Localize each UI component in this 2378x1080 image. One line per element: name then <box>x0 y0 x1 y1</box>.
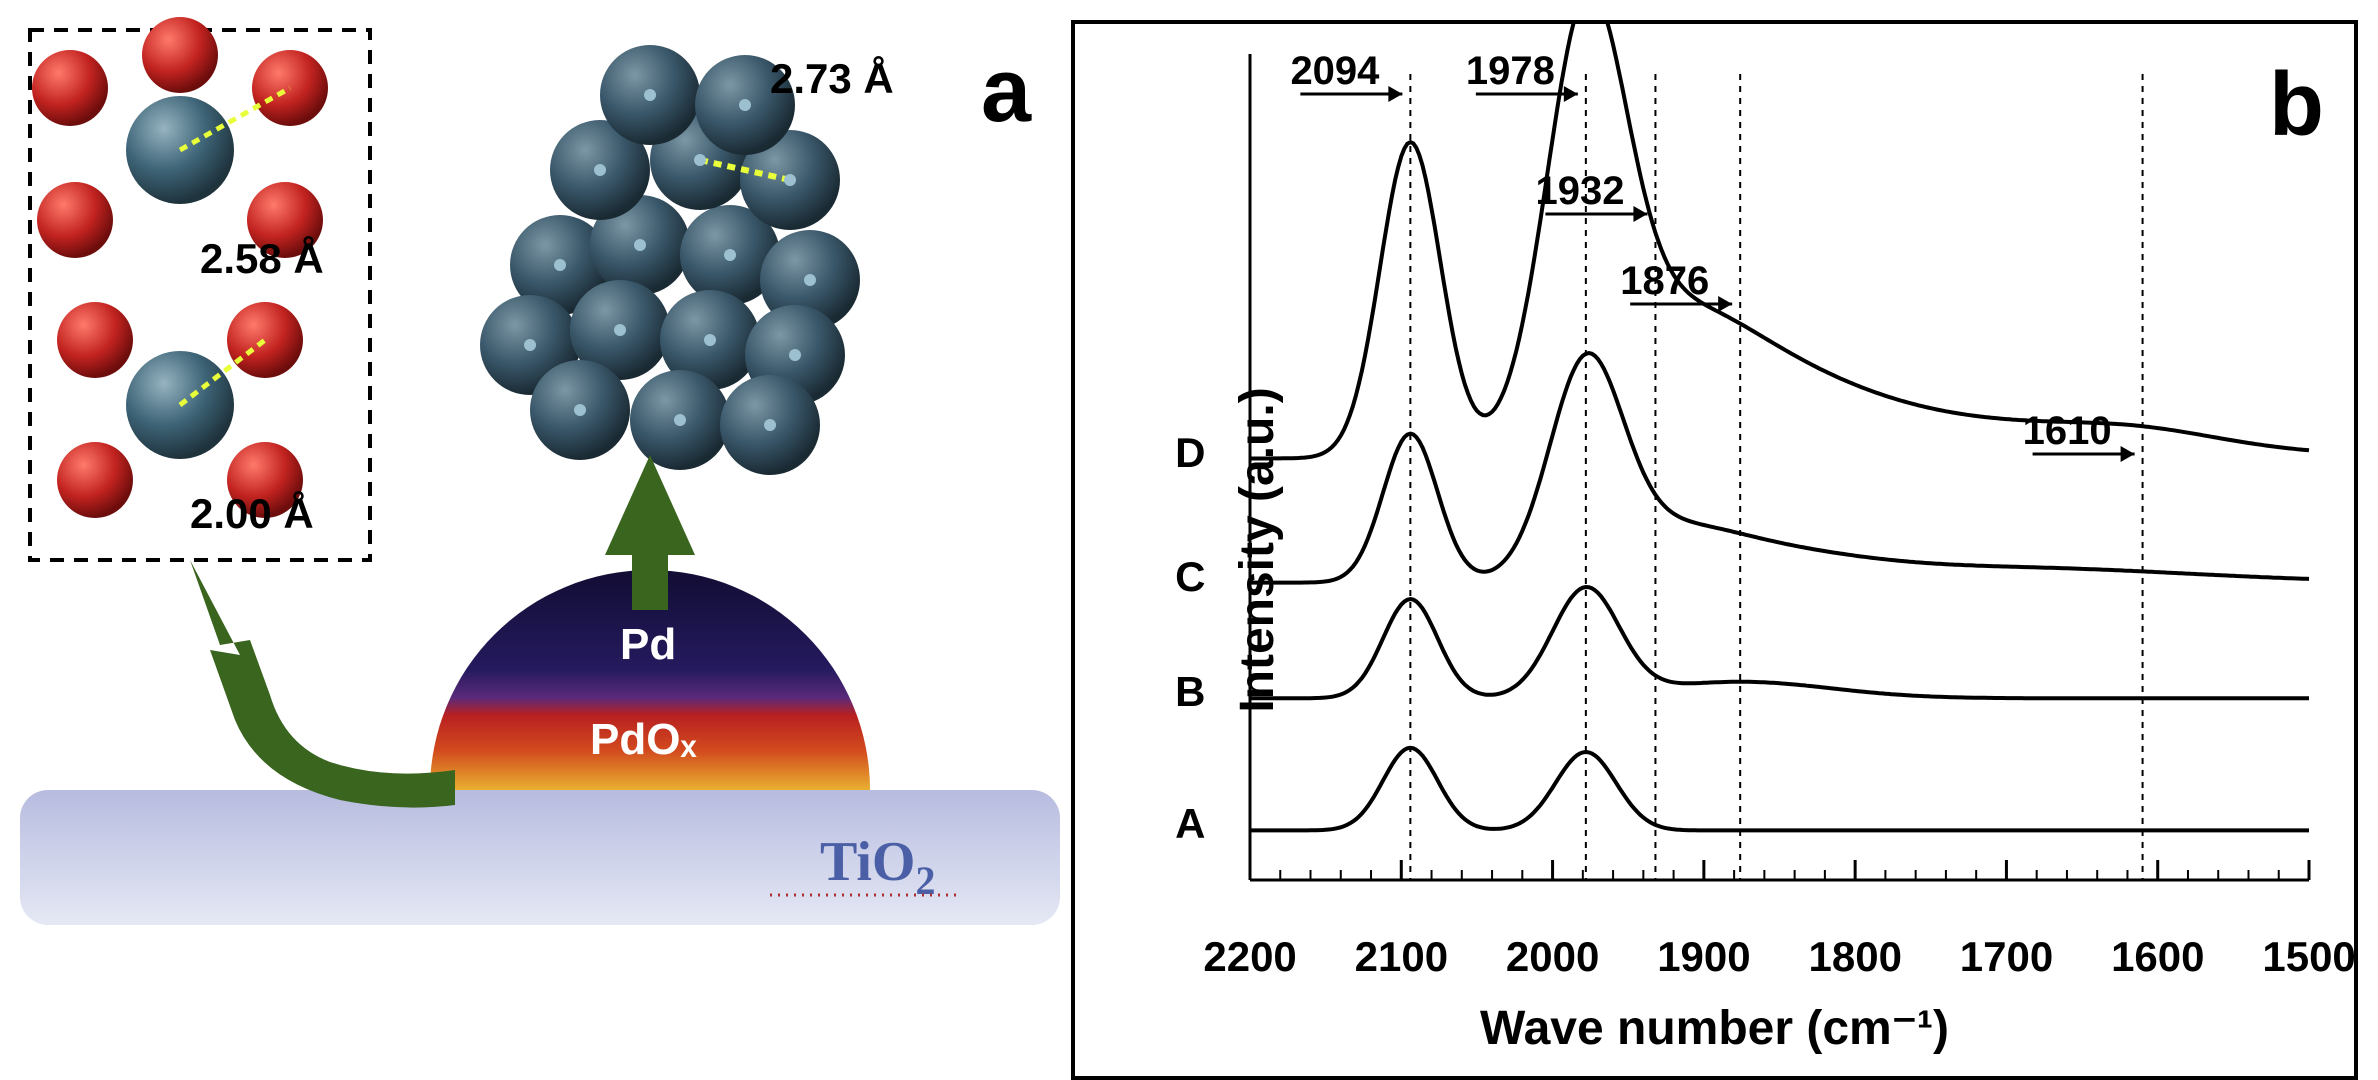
x-tick-label: 1700 <box>1960 933 2053 981</box>
x-tick-label: 1900 <box>1657 933 1750 981</box>
panel-a-svg: TiO2 <box>0 0 1080 1060</box>
series-label-B: B <box>1175 668 1205 716</box>
x-tick-label: 2200 <box>1203 933 1296 981</box>
arrow-left <box>190 560 455 808</box>
x-tick-label: 2000 <box>1506 933 1599 981</box>
panel-a: a <box>0 0 1071 1060</box>
molecule-upper <box>32 17 328 258</box>
series-label-A: A <box>1175 800 1205 848</box>
cluster <box>480 45 860 475</box>
cluster-distance: 2.73 Å <box>770 55 894 103</box>
x-tick-label: 2100 <box>1355 933 1448 981</box>
peak-label-1978: 1978 <box>1466 49 1555 94</box>
spectrum-B <box>1250 587 2309 698</box>
series-label-D: D <box>1175 429 1205 477</box>
spectrum-D <box>1250 24 2309 459</box>
series-label-C: C <box>1175 553 1205 601</box>
peak-label-2094: 2094 <box>1290 49 1379 94</box>
x-tick-label: 1800 <box>1809 933 1902 981</box>
upper-distance: 2.58 Å <box>200 235 324 283</box>
chart-svg <box>1075 24 2354 1076</box>
lower-distance: 2.00 Å <box>190 490 314 538</box>
x-tick-label: 1500 <box>2262 933 2355 981</box>
spectrum-A <box>1250 748 2309 831</box>
peak-label-1610: 1610 <box>2023 409 2112 454</box>
panel-b: b Intensity (a.u.) Wave number (cm⁻¹) 22… <box>1071 20 2358 1080</box>
peak-label-1876: 1876 <box>1620 259 1709 304</box>
peak-label-1932: 1932 <box>1536 169 1625 214</box>
dome-top-label: Pd <box>620 620 676 670</box>
dome-mid-label: PdOₓ <box>590 715 697 765</box>
x-tick-label: 1600 <box>2111 933 2204 981</box>
spectrum-C <box>1250 353 2309 582</box>
molecule-lower <box>57 302 303 518</box>
